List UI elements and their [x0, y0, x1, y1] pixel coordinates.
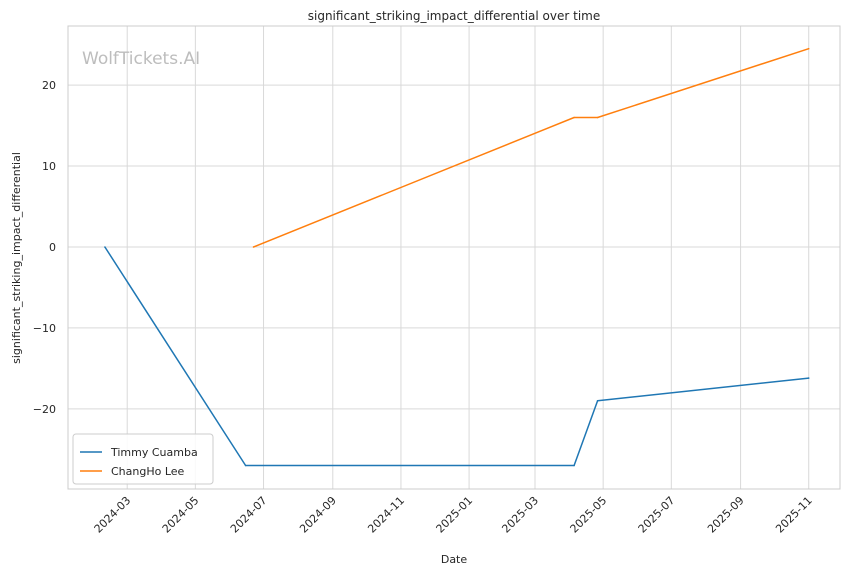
- data-point-changho-lee-1: [573, 116, 575, 119]
- y-tick-label--10: −10: [33, 322, 56, 335]
- x-axis-title: Date: [441, 553, 468, 566]
- legend-label-timmy-cuamba: Timmy Cuamba: [110, 446, 198, 459]
- legend: Timmy Cuamba ChangHo Lee: [72, 433, 214, 485]
- data-point-changho-lee-0: [252, 246, 255, 248]
- series-line-changho-lee: [253, 47, 809, 248]
- y-tick-label-0: 0: [49, 241, 56, 254]
- data-point-timmy-cuamba-3: [596, 400, 599, 402]
- plot-area: [67, 25, 841, 490]
- legend-label-changho-lee: ChangHo Lee: [111, 465, 185, 478]
- data-point-timmy-cuamba-2: [573, 464, 575, 467]
- data-point-timmy-cuamba-1: [244, 464, 247, 467]
- chart-title: significant_striking_impact_differential…: [308, 9, 600, 23]
- series-lines: [104, 47, 810, 467]
- data-point-timmy-cuamba-0: [104, 246, 106, 248]
- data-point-timmy-cuamba-4: [807, 377, 810, 379]
- y-tick-label-20: 20: [42, 79, 56, 92]
- legend-box: [72, 433, 214, 485]
- y-tick-label--20: −20: [33, 403, 56, 416]
- data-point-changho-lee-2: [596, 116, 599, 119]
- watermark: WolfTickets.AI: [82, 49, 200, 69]
- y-axis-ticks: −20 −10 0 10 20: [33, 79, 56, 416]
- y-axis-title: significant_striking_impact_differential: [10, 152, 23, 364]
- y-tick-label-10: 10: [42, 160, 56, 173]
- data-point-changho-lee-3: [807, 47, 810, 50]
